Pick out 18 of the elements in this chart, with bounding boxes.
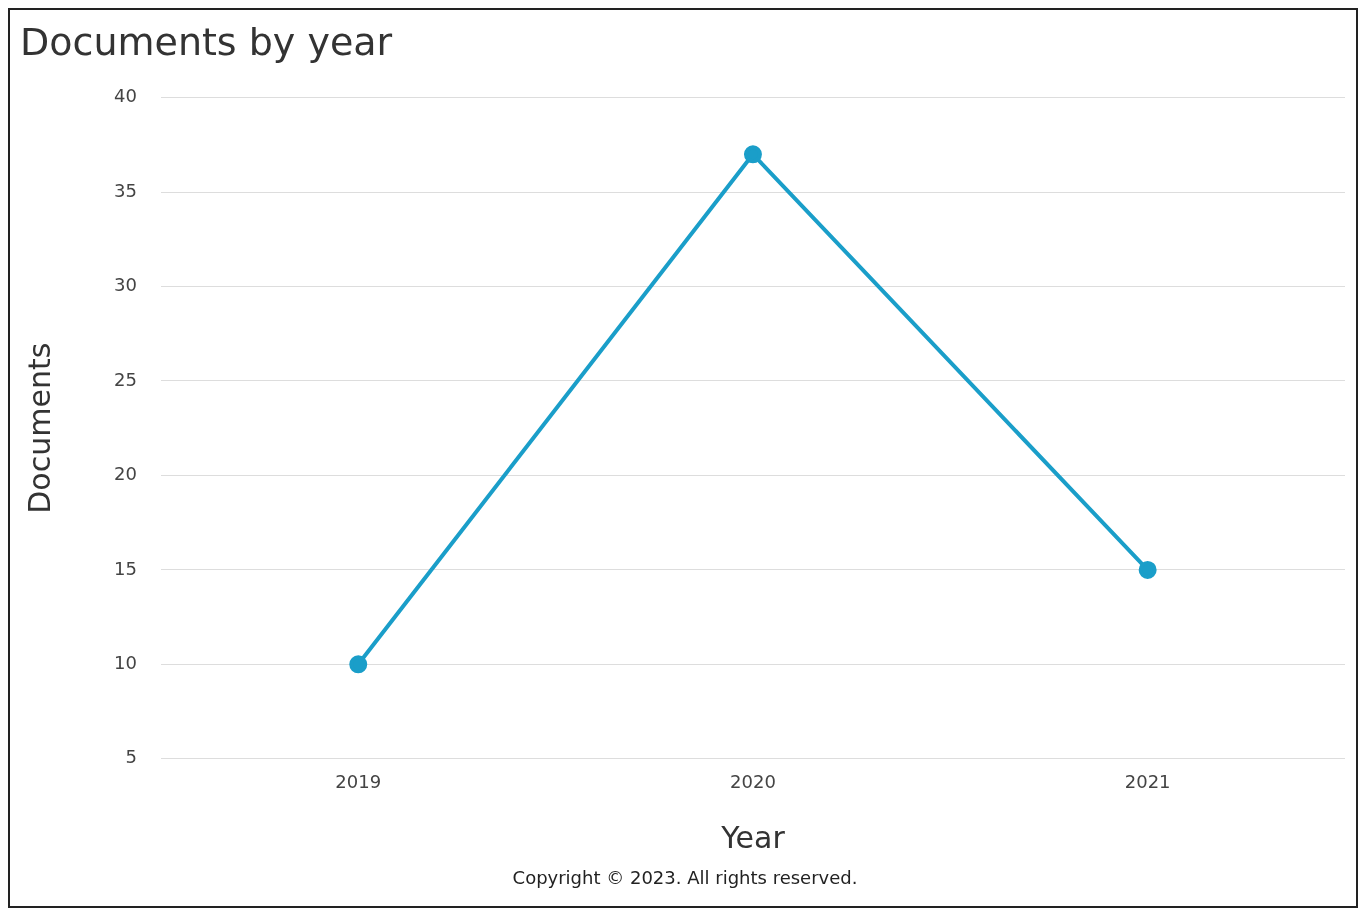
point (743, 145, 762, 164)
y-tick-label: 10 (114, 652, 137, 674)
chart-title: Documents by year (20, 19, 393, 64)
x-tick-label: 2021 (1124, 771, 1171, 793)
y-tick-label: 30 (114, 274, 137, 296)
y-tick-label: 40 (114, 85, 137, 107)
y-tick-label: 35 (114, 179, 137, 201)
point (349, 655, 368, 674)
y-tick-label: 15 (114, 557, 137, 579)
text: Copyright © 2023. All rights reserved. (512, 866, 858, 888)
y-tick-label: 25 (114, 368, 137, 390)
y-axis-title: Documents (21, 342, 57, 514)
x-tick-label: 2019 (335, 771, 382, 793)
y-tick-label: 5 (125, 746, 137, 768)
point (1138, 560, 1157, 579)
x-tick-label: 2020 (730, 771, 776, 793)
x-axis-title: Year (720, 820, 786, 856)
y-tick-label: 20 (114, 463, 137, 485)
